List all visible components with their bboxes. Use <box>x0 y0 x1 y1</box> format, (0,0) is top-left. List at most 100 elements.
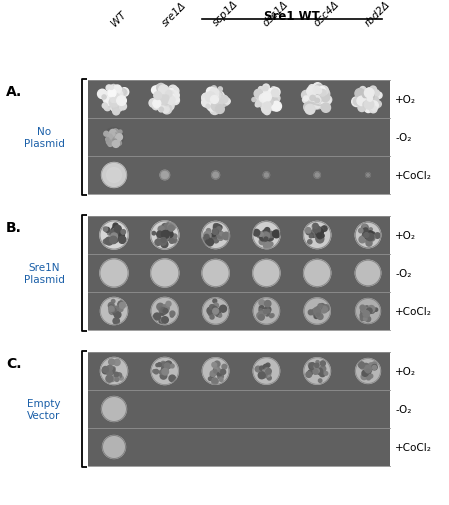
Circle shape <box>109 368 115 374</box>
Circle shape <box>109 309 115 315</box>
Circle shape <box>161 308 165 313</box>
Circle shape <box>169 88 177 96</box>
Circle shape <box>258 313 263 317</box>
Circle shape <box>111 309 116 313</box>
Circle shape <box>255 91 265 100</box>
Circle shape <box>220 306 227 313</box>
Circle shape <box>166 91 172 98</box>
Circle shape <box>216 97 220 101</box>
Circle shape <box>110 99 116 104</box>
Circle shape <box>259 232 263 237</box>
Circle shape <box>218 96 227 105</box>
Circle shape <box>97 90 107 99</box>
Circle shape <box>114 130 117 133</box>
Circle shape <box>365 89 374 98</box>
Circle shape <box>262 232 269 239</box>
Circle shape <box>257 233 262 238</box>
Circle shape <box>263 368 268 373</box>
Circle shape <box>168 86 177 95</box>
Circle shape <box>118 93 123 98</box>
Circle shape <box>115 137 121 142</box>
Circle shape <box>151 260 179 287</box>
Circle shape <box>208 102 218 112</box>
Circle shape <box>155 103 159 107</box>
Circle shape <box>361 309 368 316</box>
Circle shape <box>318 304 326 311</box>
Circle shape <box>160 318 166 323</box>
Circle shape <box>169 375 176 382</box>
Circle shape <box>208 238 212 242</box>
Circle shape <box>102 436 126 459</box>
Circle shape <box>105 95 109 100</box>
Circle shape <box>106 168 122 183</box>
Circle shape <box>368 306 375 313</box>
Circle shape <box>265 92 271 98</box>
Circle shape <box>259 98 263 103</box>
Circle shape <box>320 228 323 231</box>
Circle shape <box>162 367 168 373</box>
Circle shape <box>113 318 119 325</box>
Circle shape <box>163 369 167 373</box>
Circle shape <box>108 366 111 369</box>
Circle shape <box>364 96 372 104</box>
Circle shape <box>273 231 280 238</box>
Circle shape <box>107 371 112 376</box>
Circle shape <box>155 85 163 94</box>
Circle shape <box>308 97 315 106</box>
Circle shape <box>102 104 107 109</box>
Circle shape <box>165 231 173 238</box>
Circle shape <box>264 103 271 110</box>
Circle shape <box>159 308 164 313</box>
Circle shape <box>262 105 270 113</box>
Circle shape <box>210 305 215 310</box>
Circle shape <box>163 96 169 102</box>
Circle shape <box>207 93 211 97</box>
Circle shape <box>213 224 218 229</box>
Circle shape <box>212 234 219 242</box>
Circle shape <box>261 310 266 316</box>
Circle shape <box>315 95 322 103</box>
Circle shape <box>314 173 321 179</box>
Circle shape <box>165 102 174 111</box>
Circle shape <box>312 311 317 316</box>
Circle shape <box>114 235 119 240</box>
Circle shape <box>108 96 114 102</box>
Circle shape <box>106 139 113 145</box>
Circle shape <box>109 90 114 95</box>
Circle shape <box>213 310 218 314</box>
Circle shape <box>103 227 108 232</box>
Circle shape <box>166 362 172 368</box>
Circle shape <box>112 141 119 147</box>
Circle shape <box>313 224 318 229</box>
Circle shape <box>359 229 363 233</box>
Circle shape <box>304 260 331 287</box>
Circle shape <box>213 108 217 112</box>
Circle shape <box>263 236 266 240</box>
Circle shape <box>101 358 128 385</box>
Circle shape <box>101 298 128 325</box>
Circle shape <box>158 227 164 233</box>
Circle shape <box>110 130 116 137</box>
Circle shape <box>264 301 271 307</box>
Circle shape <box>163 369 167 374</box>
Circle shape <box>315 364 319 368</box>
Circle shape <box>255 90 264 99</box>
Circle shape <box>365 238 370 242</box>
Circle shape <box>366 233 370 237</box>
Circle shape <box>158 86 168 95</box>
Circle shape <box>220 101 225 106</box>
Circle shape <box>165 91 174 99</box>
Text: WT: WT <box>109 9 128 28</box>
Circle shape <box>212 97 219 104</box>
Circle shape <box>316 89 321 94</box>
Circle shape <box>371 92 376 97</box>
Circle shape <box>158 100 162 104</box>
Circle shape <box>256 90 277 110</box>
Circle shape <box>120 90 126 95</box>
Circle shape <box>202 237 210 245</box>
Circle shape <box>267 96 275 105</box>
Circle shape <box>304 222 331 249</box>
Circle shape <box>214 99 221 107</box>
Circle shape <box>152 87 160 95</box>
Circle shape <box>254 90 263 98</box>
